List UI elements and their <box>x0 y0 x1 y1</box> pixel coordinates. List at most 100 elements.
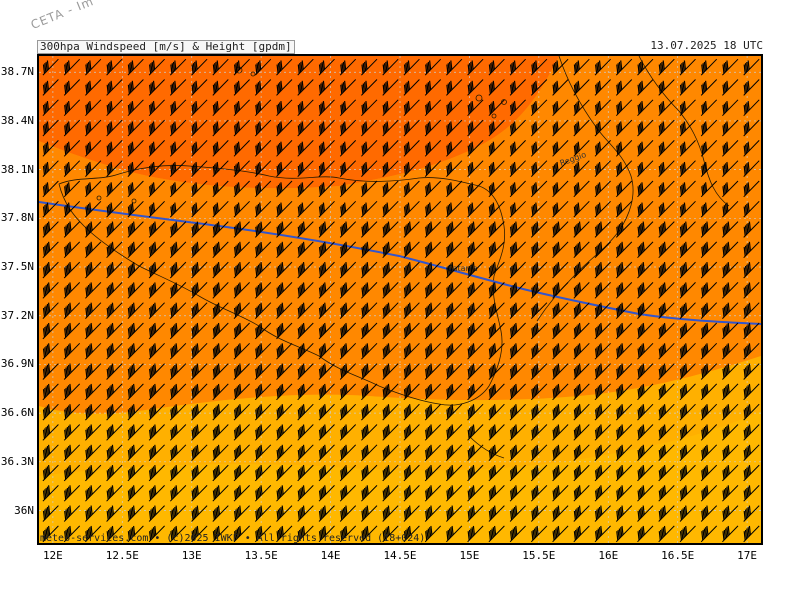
wind-barb <box>212 282 229 299</box>
wind-barb <box>467 403 484 421</box>
wind-barb <box>169 403 187 421</box>
wind-barb <box>233 282 250 299</box>
wind-barb <box>297 241 314 259</box>
wind-barb <box>467 140 484 157</box>
wind-barb <box>722 485 739 502</box>
wind-barb <box>339 424 357 441</box>
wind-barb <box>276 160 293 177</box>
wind-barb <box>382 200 399 218</box>
wind-barb <box>63 403 81 421</box>
wind-barb <box>127 261 144 279</box>
wind-barb <box>276 302 293 319</box>
wind-barb <box>382 58 399 76</box>
wind-barb <box>212 221 229 238</box>
wind-barb <box>85 342 102 360</box>
wind-barb <box>722 221 739 238</box>
wind-barb <box>743 160 760 177</box>
wind-barb <box>339 221 357 238</box>
wind-barb <box>594 200 611 218</box>
wind-barb <box>318 342 335 360</box>
wind-barb <box>403 79 420 96</box>
wind-barb <box>488 464 505 482</box>
wind-barb <box>658 505 675 522</box>
wind-barb <box>403 140 420 157</box>
wind-barb <box>297 322 314 340</box>
wind-barb <box>722 261 739 279</box>
wind-barb <box>424 322 442 340</box>
wind-barb <box>148 119 165 137</box>
wind-barb <box>743 140 760 157</box>
wind-barb <box>594 140 611 157</box>
wind-barb <box>446 200 463 218</box>
wind-barb <box>254 322 272 340</box>
wind-barb <box>594 485 611 502</box>
wind-barb <box>361 200 378 218</box>
wind-barb <box>127 464 144 482</box>
wind-barb <box>743 119 760 137</box>
wind-barb <box>361 99 378 117</box>
wind-barb <box>191 140 208 157</box>
wind-barb <box>424 403 442 421</box>
wind-barb <box>658 342 675 360</box>
wind-barb <box>615 221 633 238</box>
wind-barb <box>700 342 718 360</box>
wind-barb <box>127 160 144 177</box>
wind-barb <box>85 485 102 502</box>
wind-barb <box>573 261 590 279</box>
wind-barb <box>191 444 208 461</box>
wind-barb <box>424 282 442 299</box>
wind-barb <box>509 180 526 198</box>
wind-barb <box>488 383 505 401</box>
wind-barb <box>382 322 399 340</box>
wind-barb <box>552 58 569 76</box>
wind-barb <box>679 140 696 157</box>
wind-barb <box>509 241 526 259</box>
wind-barb <box>573 302 590 319</box>
wind-barb <box>106 424 123 441</box>
wind-barb <box>530 160 548 177</box>
watermark-text: CETA - Im <box>28 0 96 32</box>
wind-barb <box>446 525 463 543</box>
wind-barb <box>361 241 378 259</box>
wind-barb <box>339 383 357 401</box>
wind-barb <box>127 424 144 441</box>
wind-barb <box>722 180 739 198</box>
wind-barb <box>530 383 548 401</box>
wind-barb <box>318 383 335 401</box>
wind-barb <box>169 383 187 401</box>
wind-map[interactable]: Catania Reggio <box>39 56 761 543</box>
wind-barb <box>169 160 187 177</box>
wind-barb <box>276 58 293 76</box>
wind-barb <box>700 140 718 157</box>
wind-barb <box>169 444 187 461</box>
wind-barb <box>63 160 81 177</box>
wind-barb <box>700 485 718 502</box>
wind-barb <box>127 282 144 299</box>
wind-barb <box>297 99 314 117</box>
wind-barb <box>191 525 208 543</box>
wind-barb <box>297 282 314 299</box>
wind-barb <box>700 424 718 441</box>
wind-barb <box>169 58 187 76</box>
map-panel[interactable]: Catania Reggio <box>37 54 763 545</box>
wind-barb <box>446 119 463 137</box>
wind-barb <box>382 525 399 543</box>
wind-barb <box>615 282 633 299</box>
wind-barb <box>446 464 463 482</box>
wind-barb <box>169 282 187 299</box>
wind-barb <box>573 79 590 96</box>
wind-barb <box>127 99 144 117</box>
wind-barb <box>127 180 144 198</box>
wind-barb <box>615 363 633 380</box>
wind-barb <box>233 241 250 259</box>
wind-barb <box>637 322 654 340</box>
wind-barb <box>297 261 314 279</box>
wind-barb <box>63 302 81 319</box>
wind-barb <box>106 180 123 198</box>
wind-barb <box>85 302 102 319</box>
wind-barb <box>339 444 357 461</box>
wind-barb <box>700 241 718 259</box>
wind-barb <box>637 485 654 502</box>
wind-barb <box>467 58 484 76</box>
wind-barb <box>552 383 569 401</box>
